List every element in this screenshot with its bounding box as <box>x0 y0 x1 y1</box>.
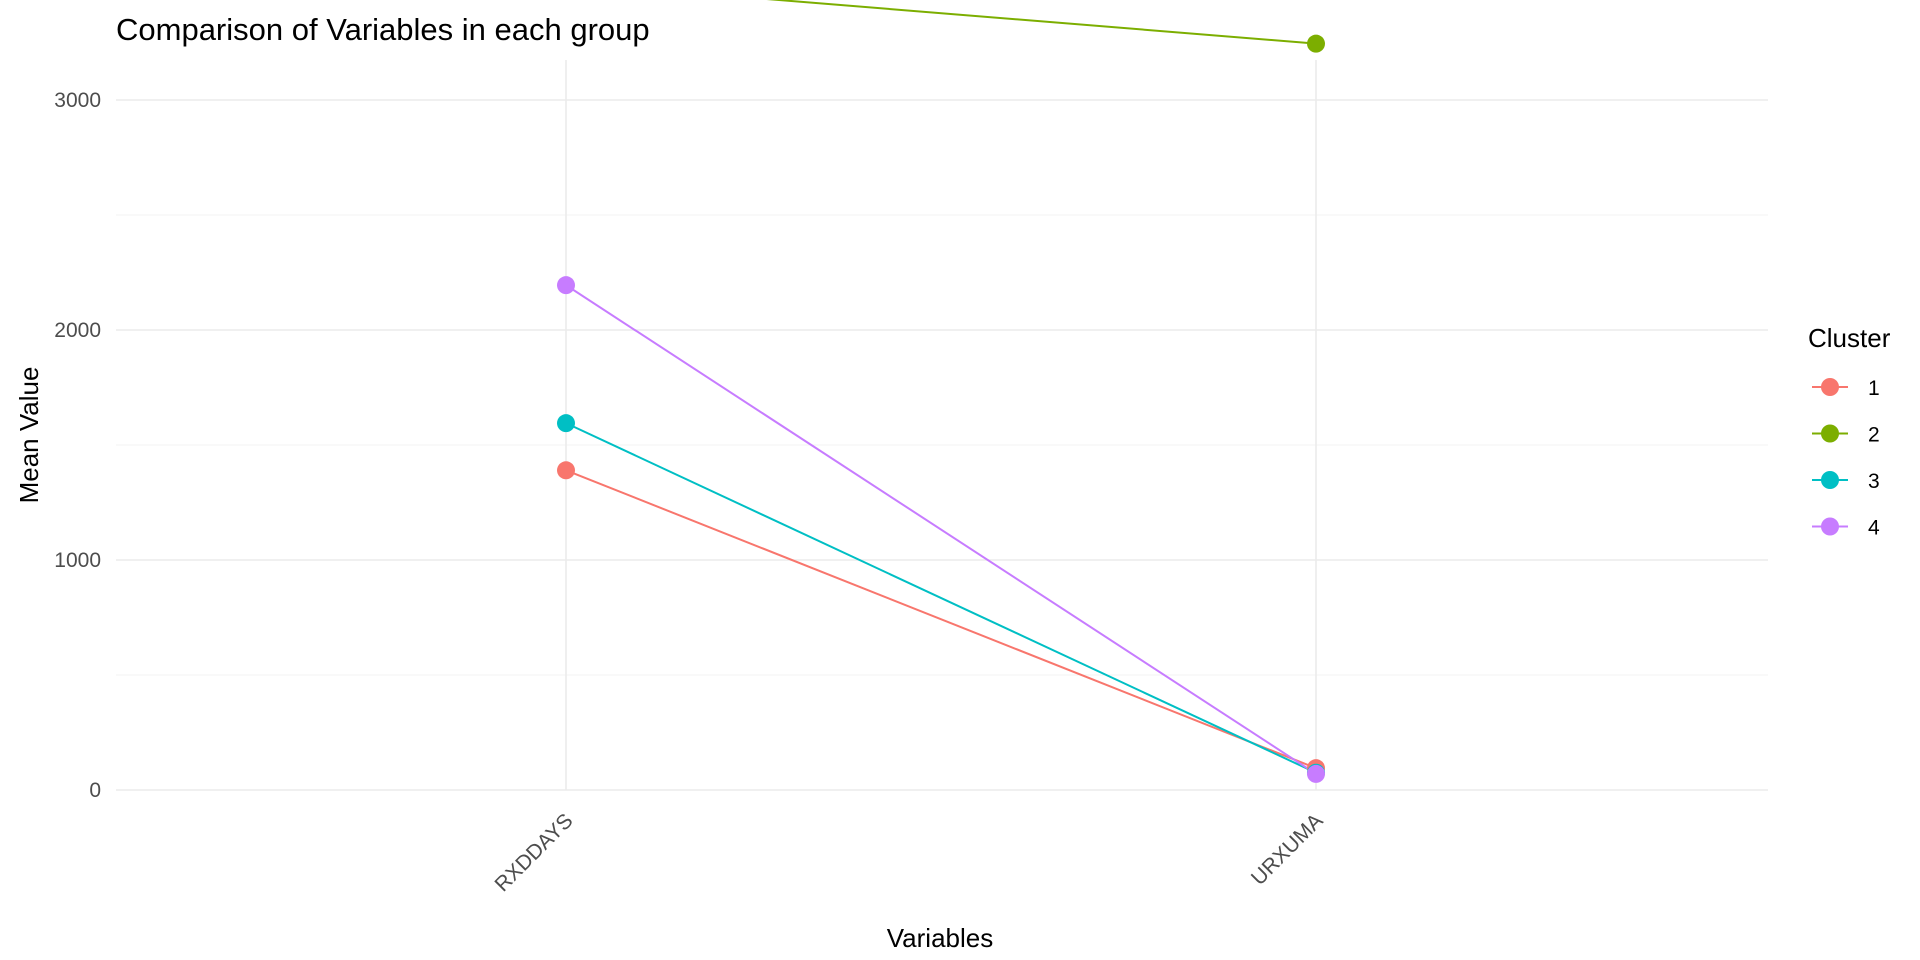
grid <box>116 60 1768 791</box>
legend-label: 1 <box>1868 377 1880 400</box>
legend-label: 2 <box>1868 424 1880 447</box>
point-cluster-4-urxuma <box>1307 764 1325 783</box>
x-tick-label: RXDDAYS <box>491 809 578 896</box>
point-cluster-3-rxddays <box>557 414 575 433</box>
legend-key-point <box>1821 424 1839 443</box>
legend-item-cluster-2: 2 <box>1812 424 1880 447</box>
legend: Cluster 1 2 3 4 <box>1808 323 1891 540</box>
legend-item-cluster-4: 4 <box>1812 517 1880 540</box>
legend-item-cluster-3: 3 <box>1812 470 1880 493</box>
y-axis-title: Mean Value <box>14 367 44 504</box>
x-tick-label: URXUMA <box>1247 809 1328 890</box>
series-line-cluster-3 <box>565 422 1317 774</box>
point-cluster-1-rxddays <box>557 461 575 480</box>
series-lines <box>565 0 1317 775</box>
x-axis-ticks: RXDDAYS URXUMA <box>491 809 1328 896</box>
point-cluster-2-urxuma <box>1307 34 1325 53</box>
y-tick-label: 0 <box>89 779 101 802</box>
point-cluster-4-rxddays <box>557 276 575 295</box>
series-line-cluster-1 <box>565 469 1317 770</box>
legend-key-point <box>1821 471 1839 489</box>
chart-title: Comparison of Variables in each group <box>116 12 650 47</box>
y-tick-label: 1000 <box>54 549 101 572</box>
y-axis-ticks: 0 1000 2000 3000 <box>54 89 101 802</box>
series-points <box>557 34 1325 783</box>
legend-key-point <box>1821 517 1839 536</box>
legend-label: 4 <box>1868 517 1880 540</box>
series-line-cluster-2 <box>766 0 1317 45</box>
legend-item-cluster-1: 1 <box>1812 377 1880 400</box>
y-tick-label: 2000 <box>54 319 101 342</box>
legend-key-point <box>1821 378 1839 396</box>
series-line-cluster-4 <box>565 284 1317 775</box>
legend-label: 3 <box>1868 470 1880 493</box>
legend-title: Cluster <box>1808 323 1891 353</box>
x-axis-title: Variables <box>887 923 993 953</box>
y-tick-label: 3000 <box>54 89 101 112</box>
